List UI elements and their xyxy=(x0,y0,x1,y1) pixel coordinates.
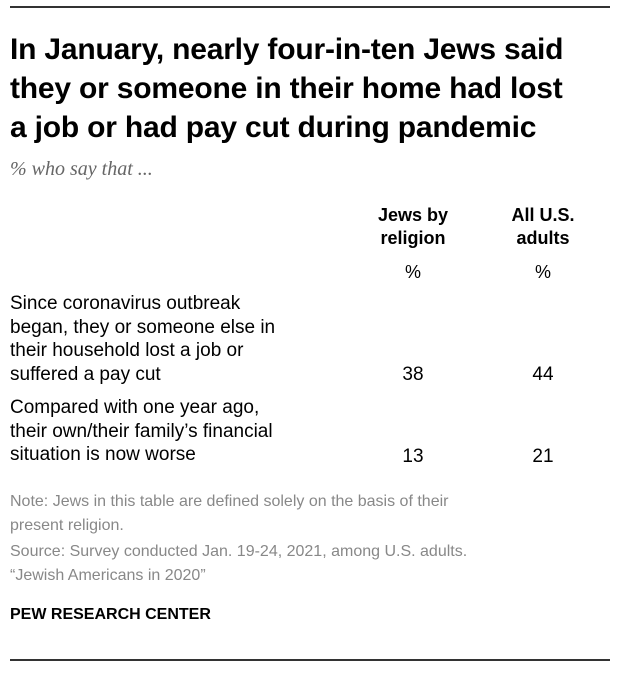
bottom-rule xyxy=(10,659,610,661)
table-cell-jews-lost-job: 38 xyxy=(402,364,424,385)
subtitle: % who say that ... xyxy=(10,158,153,180)
row-label-lost-job: Since coronavirus outbreak began, they o… xyxy=(10,293,276,385)
table-cell-jews-finances-worse: 13 xyxy=(402,446,424,467)
top-rule xyxy=(10,6,610,8)
table-cell-adults-finances-worse: 21 xyxy=(532,446,554,467)
page-title: In January, nearly four-in-ten Jews said… xyxy=(10,33,564,144)
column-header-jews-by-religion: Jews by religion xyxy=(377,205,449,248)
column-header-all-us-adults: All U.S. adults xyxy=(511,205,575,248)
note-text: Note: Jews in this table are defined sol… xyxy=(10,493,449,534)
source-text: Source: Survey conducted Jan. 19-24, 202… xyxy=(10,543,468,584)
row-label-finances-worse: Compared with one year ago, their own/th… xyxy=(10,397,273,465)
column-unit-all-adults: % xyxy=(534,262,551,282)
column-unit-jews: % xyxy=(404,262,421,282)
table-cell-adults-lost-job: 44 xyxy=(532,364,554,385)
footer-brand: PEW RESEARCH CENTER xyxy=(10,606,211,623)
